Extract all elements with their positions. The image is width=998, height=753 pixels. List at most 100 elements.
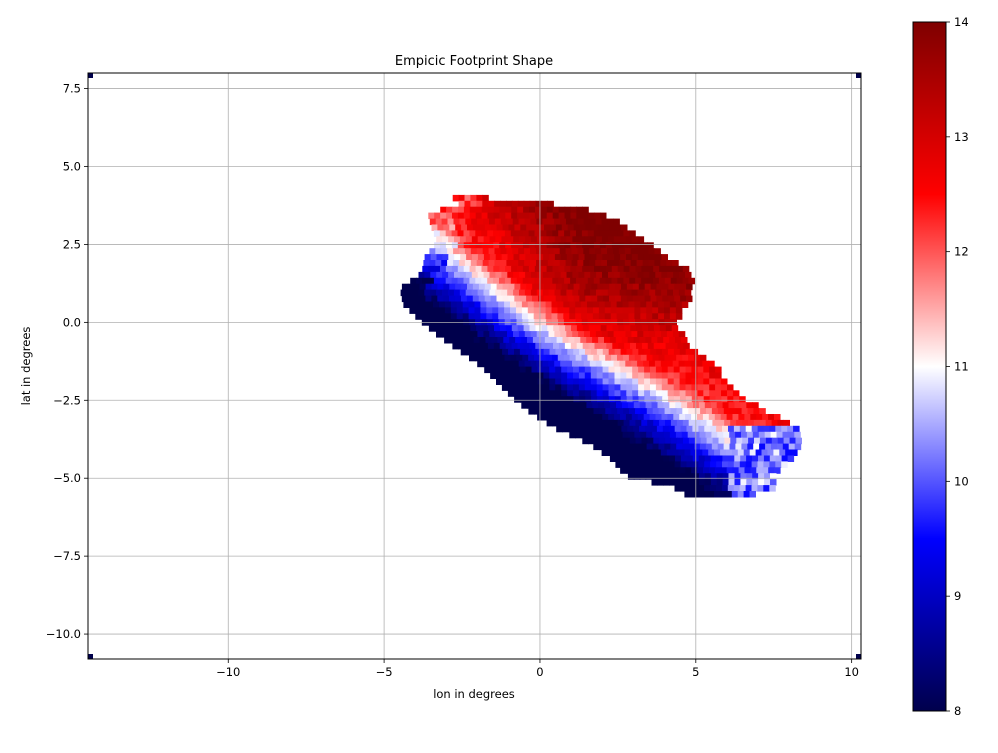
heatmap-cell [548, 331, 555, 338]
heatmap-cell [499, 265, 506, 273]
heatmap-cell [691, 378, 698, 385]
heatmap-cell [668, 425, 676, 433]
heatmap-cell [437, 224, 444, 231]
heatmap-cell [449, 224, 456, 231]
heatmap-cell [704, 485, 711, 492]
heatmap-cell [529, 325, 536, 332]
heatmap-cell [450, 337, 457, 344]
heatmap-cell [622, 313, 630, 320]
heatmap-cell [549, 372, 556, 379]
heatmap-cell [623, 230, 630, 237]
heatmap-cell [431, 295, 438, 303]
heatmap-cell [461, 283, 468, 291]
heatmap-cell [507, 289, 514, 297]
heatmap-cell [477, 271, 485, 279]
heatmap-cell [605, 242, 613, 249]
heatmap-cell [607, 218, 614, 226]
heatmap-cell [572, 360, 579, 368]
heatmap-cell [555, 372, 562, 379]
heatmap-cell [468, 313, 476, 320]
heatmap-cell [511, 200, 519, 208]
heatmap-cell [588, 342, 596, 350]
heatmap-cell [516, 277, 524, 285]
heatmap-cell [684, 449, 691, 456]
heatmap-cell [443, 295, 450, 303]
heatmap-cell [681, 479, 688, 486]
heatmap-cell [576, 265, 583, 273]
heatmap-cell [723, 408, 731, 415]
heatmap-cell [531, 372, 538, 379]
heatmap-cell [632, 390, 639, 397]
heatmap-cell [710, 473, 718, 480]
heatmap-cell [403, 301, 410, 308]
heatmap-cell [470, 342, 477, 350]
heatmap-cell [747, 419, 755, 427]
heatmap-cell [469, 354, 476, 362]
heatmap-cell [622, 354, 630, 362]
heatmap-cell [629, 230, 636, 237]
heatmap-cell [651, 455, 658, 462]
heatmap-cell [476, 200, 483, 208]
heatmap-cell [631, 449, 638, 456]
heatmap-cell [620, 414, 627, 421]
heatmap-cell [489, 271, 496, 279]
heatmap-cell [686, 295, 693, 303]
heatmap-cell [518, 360, 526, 368]
heatmap-cell [703, 378, 710, 385]
heatmap-cell [662, 295, 669, 303]
heatmap-cell [467, 337, 475, 344]
heatmap-cell [635, 408, 642, 415]
heatmap-cell [448, 254, 455, 261]
heatmap-cell [686, 485, 693, 492]
heatmap-cell [513, 378, 521, 385]
heatmap-cell [725, 491, 733, 498]
heatmap-cell [497, 337, 504, 344]
heatmap-cell [666, 331, 674, 338]
heatmap-cell [472, 254, 479, 261]
heatmap-cell [510, 313, 517, 320]
heatmap-cell [755, 449, 763, 456]
heatmap-cell [513, 236, 520, 243]
heatmap-cell [637, 271, 645, 279]
chart-title: Empicic Footprint Shape [395, 54, 553, 69]
heatmap-cell [727, 485, 735, 492]
heatmap-cell [525, 348, 533, 356]
heatmap-cell [548, 218, 555, 226]
heatmap-cell [645, 425, 652, 433]
heatmap-cell [514, 295, 521, 303]
heatmap-cell [734, 402, 741, 409]
heatmap-cell [636, 248, 644, 255]
heatmap-cell [597, 425, 605, 433]
heatmap-cell [525, 366, 533, 374]
heatmap-cell [664, 408, 672, 415]
heatmap-cell [612, 325, 619, 332]
heatmap-cell [581, 354, 588, 362]
heatmap-cell [697, 414, 704, 421]
heatmap-cell [683, 342, 690, 350]
heatmap-cell [716, 402, 724, 409]
heatmap-cell [732, 467, 740, 474]
heatmap-cell [539, 307, 547, 314]
heatmap-cell [727, 461, 735, 468]
heatmap-cell [730, 419, 737, 427]
heatmap-cell [656, 425, 664, 433]
heatmap-cell [519, 236, 526, 243]
heatmap-cell [613, 289, 621, 297]
heatmap-cell [662, 461, 670, 468]
heatmap-cell [567, 348, 574, 356]
heatmap-cell [710, 485, 717, 492]
heatmap-cell [750, 414, 757, 421]
heatmap-cell [529, 200, 537, 208]
heatmap-cell [522, 265, 530, 273]
heatmap-cell [659, 342, 667, 350]
heatmap-cell [490, 295, 498, 303]
heatmap-cell [429, 218, 437, 226]
heatmap-cell [543, 254, 550, 261]
heatmap-cell [729, 408, 737, 415]
heatmap-cell [617, 408, 624, 415]
heatmap-cell [564, 212, 571, 220]
heatmap-cell [576, 206, 583, 214]
y-tick-label: −7.5 [53, 549, 81, 563]
heatmap-cell [427, 307, 434, 314]
heatmap-cell [558, 265, 565, 273]
